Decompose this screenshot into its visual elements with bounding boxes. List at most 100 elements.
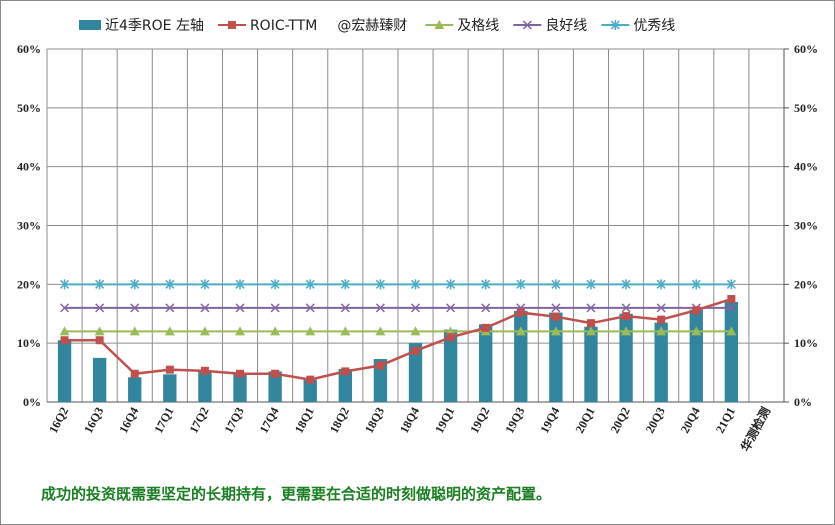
pass-line-marker [235,326,246,336]
roic-marker [586,319,595,328]
x-tick-label: 华测检测 [737,404,773,453]
excellent-line-marker [410,279,421,290]
excellent-line-marker [235,279,245,290]
legend-label: 近4季ROE 左轴 [105,18,204,34]
x-tick-label: 17Q3 [221,405,246,436]
excellent-line-marker [130,279,140,290]
roe-bar [198,370,212,402]
legend-label: 优秀线 [633,18,675,34]
roe-bar [57,340,72,402]
excellent-line-marker [621,279,631,290]
pass-line-marker [129,326,140,336]
excellent-line-marker [726,279,736,290]
roic-marker [411,346,420,355]
x-tick-label: 18Q1 [292,405,317,436]
good-line-marker [60,303,70,313]
pass-line-marker [621,326,632,336]
pass-line-marker [375,326,386,336]
roic-marker [271,369,280,378]
excellent-line-marker [305,279,315,290]
roic-line [64,297,732,381]
pass-line-marker [726,326,737,336]
roic-marker [165,365,174,374]
good-line-marker [340,303,350,313]
pass-line-marker [445,326,456,336]
roic-marker [692,306,701,315]
roic-marker [95,336,104,345]
pass-line-marker [270,326,281,336]
good-line-marker [586,303,596,313]
good-line-marker [200,303,210,313]
footer-note: 成功的投资既需要坚定的长期持有，更需要在合适的时刻做聪明的资产配置。 [41,485,552,503]
y-tick-label-right: 10% [794,336,818,350]
roe-bar [373,359,388,402]
excellent-line-marker [200,279,210,290]
roe-bar [268,371,282,402]
y-tick-label-left: 30% [17,219,41,233]
x-tick-label: 18Q3 [362,405,387,436]
x-tick-label: 20Q1 [572,405,597,436]
good-line-marker [95,303,105,313]
x-tick-label: 16Q4 [116,405,141,436]
y-tick-label-right: 60% [794,42,818,56]
roic-marker [236,369,245,378]
excellent-line-marker [691,279,701,290]
y-tick-label-left: 10% [17,336,41,350]
legend-label: 及格线 [457,18,499,34]
roic-marker [481,323,490,332]
good-line-marker [130,303,140,313]
y-tick-label-right: 50% [794,101,818,115]
legend-swatch [79,20,101,30]
legend-label: ROIC-TTM [250,18,317,34]
x-tick-label: 18Q4 [397,405,422,436]
roe-bar [689,309,703,402]
x-tick-label: 17Q1 [151,405,176,436]
roic-marker [376,361,385,370]
x-tick-label: 20Q2 [608,405,633,436]
x-tick-label: 19Q2 [467,405,492,436]
pass-line-marker [434,20,445,29]
y-tick-label-right: 30% [794,219,818,233]
excellent-line-marker [340,279,350,290]
roe-bar [654,322,668,402]
roic-marker [657,315,666,324]
excellent-line-marker [481,279,491,290]
pass-line-marker [199,326,210,336]
excellent-line-marker [610,20,620,30]
y-tick-label-left: 50% [17,101,41,115]
x-tick-label: 20Q4 [678,405,703,436]
roic-marker [306,375,315,384]
good-line-marker [305,303,315,313]
x-tick-label: 19Q4 [537,405,562,436]
y-tick-label-left: 60% [17,42,41,56]
roe-bar [338,369,352,402]
pass-line-marker [656,326,667,336]
roic-marker [516,308,525,317]
excellent-line-marker [586,279,596,290]
y-tick-label-left: 20% [17,277,41,291]
roe-bar [549,312,563,402]
good-line-marker [551,303,561,313]
roic-marker [727,295,736,304]
good-line-marker [446,303,456,313]
legend-item: 优秀线 [601,18,675,34]
roe-bar [233,372,247,402]
y-tick-label-left: 40% [17,160,41,174]
roic-marker [60,336,69,345]
y-tick-label-left: 0% [23,395,41,409]
pass-line-marker [59,326,70,336]
x-tick-label: 19Q3 [502,405,527,436]
excellent-line-marker [95,279,105,290]
pass-line-marker [340,326,351,336]
roe-bar [514,310,528,402]
x-tick-label: 20Q3 [643,405,668,436]
roe-bar [724,301,739,402]
good-line-marker [621,303,631,313]
y-tick-label-right: 40% [794,160,818,174]
y-tick-label-right: 0% [794,395,812,409]
roic-marker [130,369,139,378]
good-line-marker [656,303,666,313]
legend-item: 近4季ROE 左轴 [79,18,204,34]
roic-marker [227,21,236,29]
